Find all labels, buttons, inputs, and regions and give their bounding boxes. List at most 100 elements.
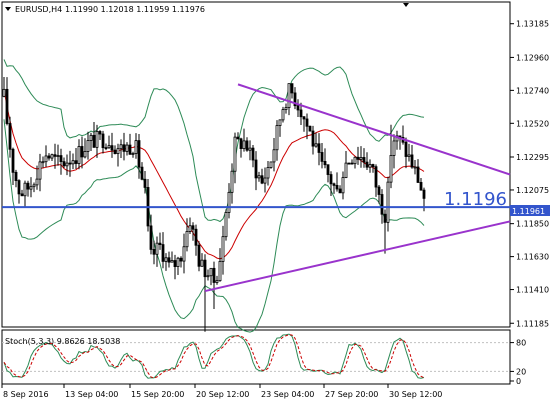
candle xyxy=(362,148,366,168)
candle xyxy=(356,146,360,165)
candle xyxy=(53,143,57,169)
candle xyxy=(317,133,321,166)
candle xyxy=(185,218,189,252)
candle xyxy=(101,130,105,154)
candle xyxy=(320,143,324,169)
candle xyxy=(275,120,279,161)
candle xyxy=(413,159,417,175)
candle xyxy=(50,153,54,162)
candle xyxy=(86,131,90,160)
candle xyxy=(227,183,231,219)
candle xyxy=(41,156,45,168)
candle xyxy=(407,143,411,162)
candle xyxy=(248,140,252,161)
candle xyxy=(8,116,12,158)
candle xyxy=(287,83,291,116)
candle xyxy=(5,77,9,126)
candle xyxy=(257,171,261,182)
candle xyxy=(161,232,165,269)
candle xyxy=(323,148,327,169)
time-tick-label: 20 Sep 12:00 xyxy=(196,390,249,399)
candle xyxy=(2,76,6,98)
candle xyxy=(314,132,318,148)
candle xyxy=(62,157,66,169)
candle xyxy=(125,142,129,156)
price-tick-label: 1.12520 xyxy=(516,119,549,128)
time-tick-label: 23 Sep 04:00 xyxy=(261,390,314,399)
candle xyxy=(335,172,339,192)
candle xyxy=(20,189,24,197)
oscillator-tick-label: 0 xyxy=(516,377,521,386)
candle xyxy=(110,132,114,158)
candle xyxy=(332,182,336,194)
candle xyxy=(80,136,84,169)
one-click-trading-arrow-icon[interactable] xyxy=(403,3,409,7)
candle xyxy=(341,171,345,200)
time-tick-label: 27 Sep 20:00 xyxy=(325,390,378,399)
candle xyxy=(290,83,294,99)
candle xyxy=(188,217,192,234)
candle xyxy=(344,151,348,179)
candle xyxy=(377,185,381,204)
candle xyxy=(392,134,396,169)
candle xyxy=(167,251,171,268)
candle xyxy=(71,153,75,170)
candle xyxy=(92,122,96,148)
candle xyxy=(47,153,51,161)
price-axis: 1.13185 1.12960 1.12740 1.12520 1.12295 1.120… xyxy=(510,20,549,328)
candle xyxy=(170,251,174,263)
candle xyxy=(209,267,213,286)
candle xyxy=(158,232,162,250)
candle xyxy=(266,161,270,186)
candle xyxy=(401,125,405,145)
horizontal-level-label: 1.1196 xyxy=(444,189,507,210)
candle xyxy=(284,103,288,114)
candle xyxy=(122,132,126,161)
candle xyxy=(194,224,198,256)
oscillator-frame xyxy=(1,329,511,385)
candle xyxy=(83,138,87,159)
candle xyxy=(89,132,93,151)
upper-trendline[interactable] xyxy=(237,83,511,176)
candle xyxy=(149,214,153,255)
candle xyxy=(230,163,234,204)
candle xyxy=(338,185,342,194)
drawn-objects[interactable] xyxy=(2,83,511,293)
candle xyxy=(281,106,285,123)
candle xyxy=(293,87,297,110)
stochastic-oscillator: 80 200 xyxy=(2,333,526,386)
candle xyxy=(200,253,204,267)
candle xyxy=(260,168,264,185)
candle xyxy=(197,241,201,272)
candle xyxy=(14,169,18,188)
candle xyxy=(233,132,237,184)
candle xyxy=(23,180,27,208)
candle xyxy=(311,125,315,155)
candle xyxy=(116,143,120,167)
symbol-header: EURUSD,H4 1.11990 1.12018 1.11959 1.1197… xyxy=(5,5,205,14)
moving-average xyxy=(3,89,425,260)
candle xyxy=(191,222,195,241)
candle xyxy=(164,253,168,271)
oscillator-tick-label: 80 xyxy=(516,339,526,348)
moving-average-line xyxy=(3,89,425,260)
candle xyxy=(383,209,387,254)
price-tick-label: 1.12075 xyxy=(516,186,549,195)
candle xyxy=(305,113,309,140)
candle xyxy=(65,154,69,176)
current-price-tag: 1.11961 xyxy=(510,205,550,216)
candle xyxy=(95,124,99,158)
candle xyxy=(173,254,177,280)
candle xyxy=(59,148,63,175)
candle xyxy=(152,240,156,265)
candle xyxy=(371,163,375,173)
candle xyxy=(26,180,30,197)
candle xyxy=(251,145,255,168)
lower-trendline[interactable] xyxy=(204,220,511,293)
candle xyxy=(239,137,243,158)
candle xyxy=(215,275,219,285)
candle xyxy=(329,171,333,196)
candle xyxy=(359,146,363,168)
candle xyxy=(29,177,33,198)
